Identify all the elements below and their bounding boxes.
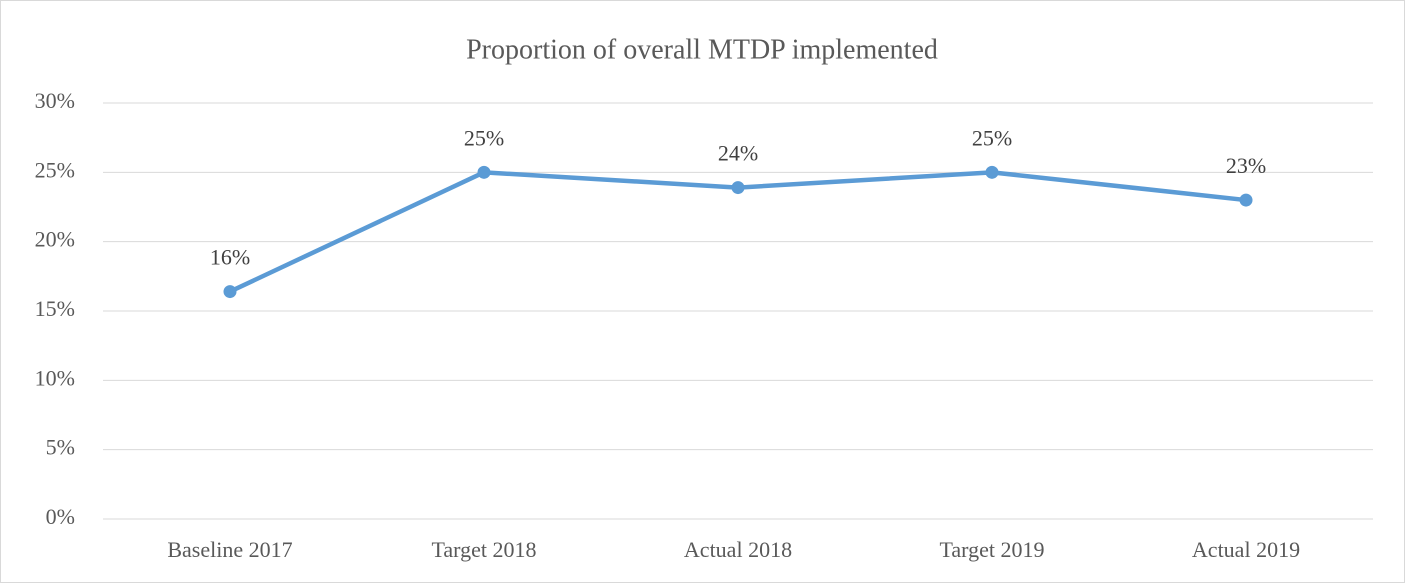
y-tick-label: 10% [35,365,75,390]
x-tick-label: Baseline 2017 [167,537,292,562]
data-label: 16% [210,245,250,270]
y-tick-label: 25% [35,157,75,182]
data-label: 25% [464,125,504,150]
x-tick-label: Actual 2019 [1192,537,1300,562]
data-label: 23% [1226,153,1266,178]
y-tick-label: 30% [35,88,75,113]
point [477,165,491,179]
data-label: 24% [718,141,758,166]
y-tick-label: 0% [46,504,75,529]
y-tick-label: 20% [35,227,75,252]
point [223,285,237,299]
x-tick-label: Actual 2018 [684,537,792,562]
x-tick-label: Target 2019 [940,537,1045,562]
y-tick-label: 15% [35,296,75,321]
data-label: 25% [972,125,1012,150]
x-tick-label: Target 2018 [432,537,537,562]
point [1239,193,1253,207]
point [985,165,999,179]
y-tick-label: 5% [46,435,75,460]
chart-title: Proportion of overall MTDP implemented [466,34,938,65]
point [731,181,745,195]
